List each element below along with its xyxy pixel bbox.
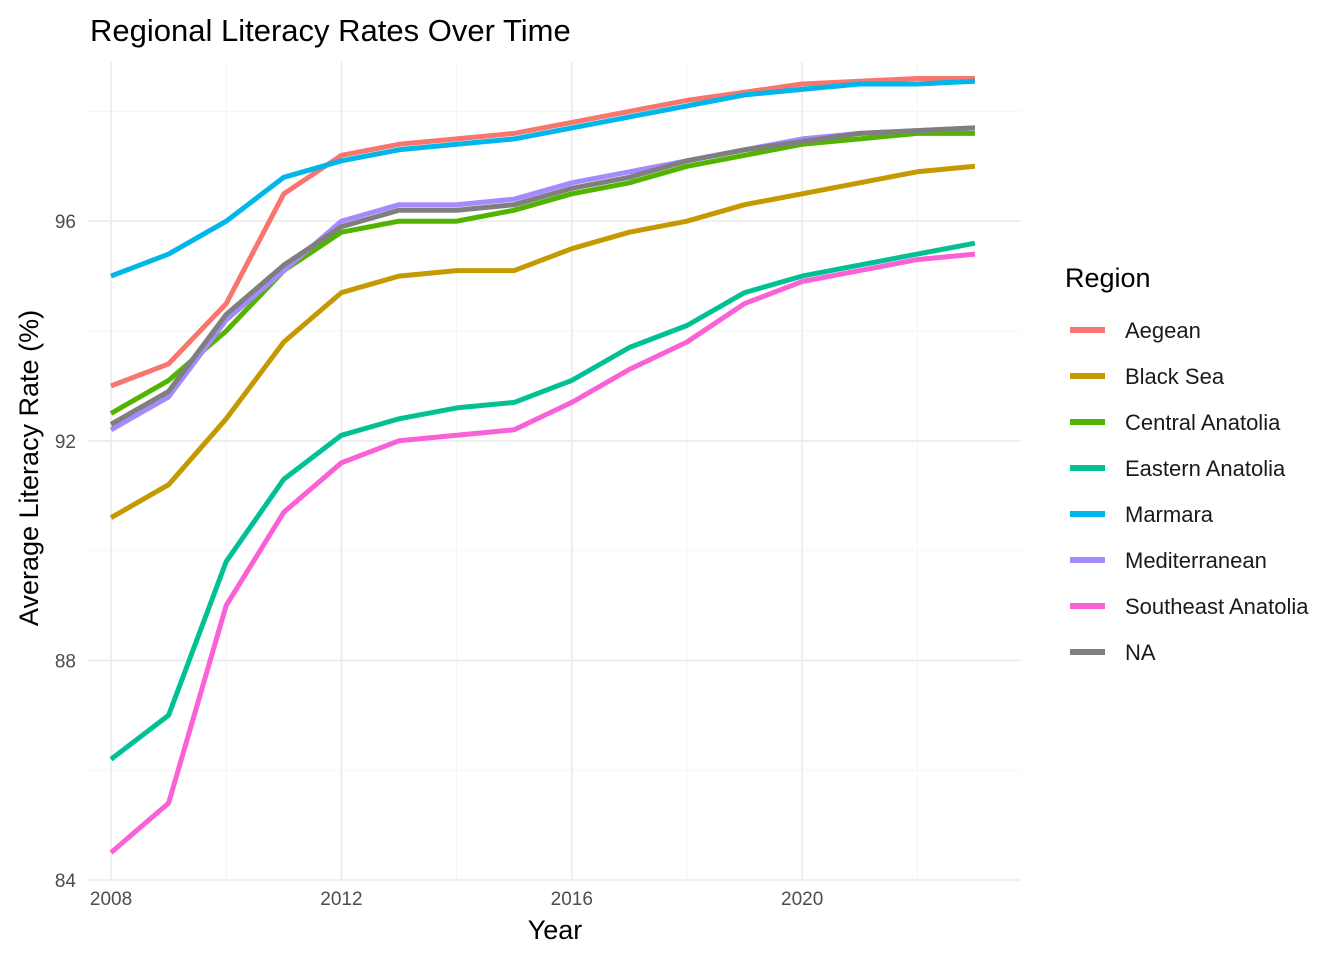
legend-item-mediterranean: Mediterranean — [1070, 548, 1267, 573]
series-line-eastern-anatolia — [109, 240, 976, 762]
legend-label: Central Anatolia — [1125, 410, 1281, 435]
y-tick-label: 96 — [55, 212, 76, 233]
y-tick-label: 92 — [55, 432, 76, 453]
x-tick-label: 2012 — [320, 889, 362, 910]
legend-item-black-sea: Black Sea — [1070, 364, 1225, 389]
x-axis-title: Year — [528, 915, 583, 945]
series-lines — [109, 76, 976, 855]
series-line-central-anatolia — [109, 130, 975, 416]
legend-item-aegean: Aegean — [1070, 318, 1201, 343]
series-line-na — [109, 125, 976, 427]
legend-item-central-anatolia: Central Anatolia — [1070, 410, 1281, 435]
legend-label: NA — [1125, 640, 1156, 665]
x-tick-label: 2020 — [781, 889, 823, 910]
y-axis-title: Average Literacy Rate (%) — [14, 310, 44, 626]
x-tick-label: 2016 — [551, 889, 593, 910]
series-line-aegean — [110, 76, 975, 389]
grid — [88, 62, 1021, 881]
legend-item-marmara: Marmara — [1070, 502, 1214, 527]
series-line-black-sea — [109, 163, 976, 520]
y-tick-label: 84 — [55, 871, 77, 892]
chart-title: Regional Literacy Rates Over Time — [90, 13, 571, 48]
legend-label: Aegean — [1125, 318, 1201, 343]
legend: Region Aegean Black Sea Central Anatolia Ea… — [1065, 263, 1309, 665]
legend-item-southeast-anatolia: Southeast Anatolia — [1070, 594, 1309, 619]
series-line-marmara — [110, 78, 976, 279]
x-tick-label: 2008 — [90, 889, 132, 910]
legend-label: Southeast Anatolia — [1125, 594, 1309, 619]
legend-label: Eastern Anatolia — [1125, 456, 1286, 481]
legend-item-eastern-anatolia: Eastern Anatolia — [1070, 456, 1286, 481]
series-line-southeast-anatolia — [109, 251, 976, 855]
legend-title: Region — [1065, 263, 1151, 293]
legend-items: Aegean Black Sea Central Anatolia Eastern A… — [1070, 318, 1309, 665]
y-tick-label: 88 — [55, 651, 76, 672]
legend-label: Marmara — [1125, 502, 1214, 527]
legend-item-na: NA — [1070, 640, 1156, 665]
legend-label: Mediterranean — [1125, 548, 1267, 573]
legend-label: Black Sea — [1125, 364, 1225, 389]
axis-ticks: 2008 2012 2016 2020 84 88 92 96 — [55, 212, 823, 910]
